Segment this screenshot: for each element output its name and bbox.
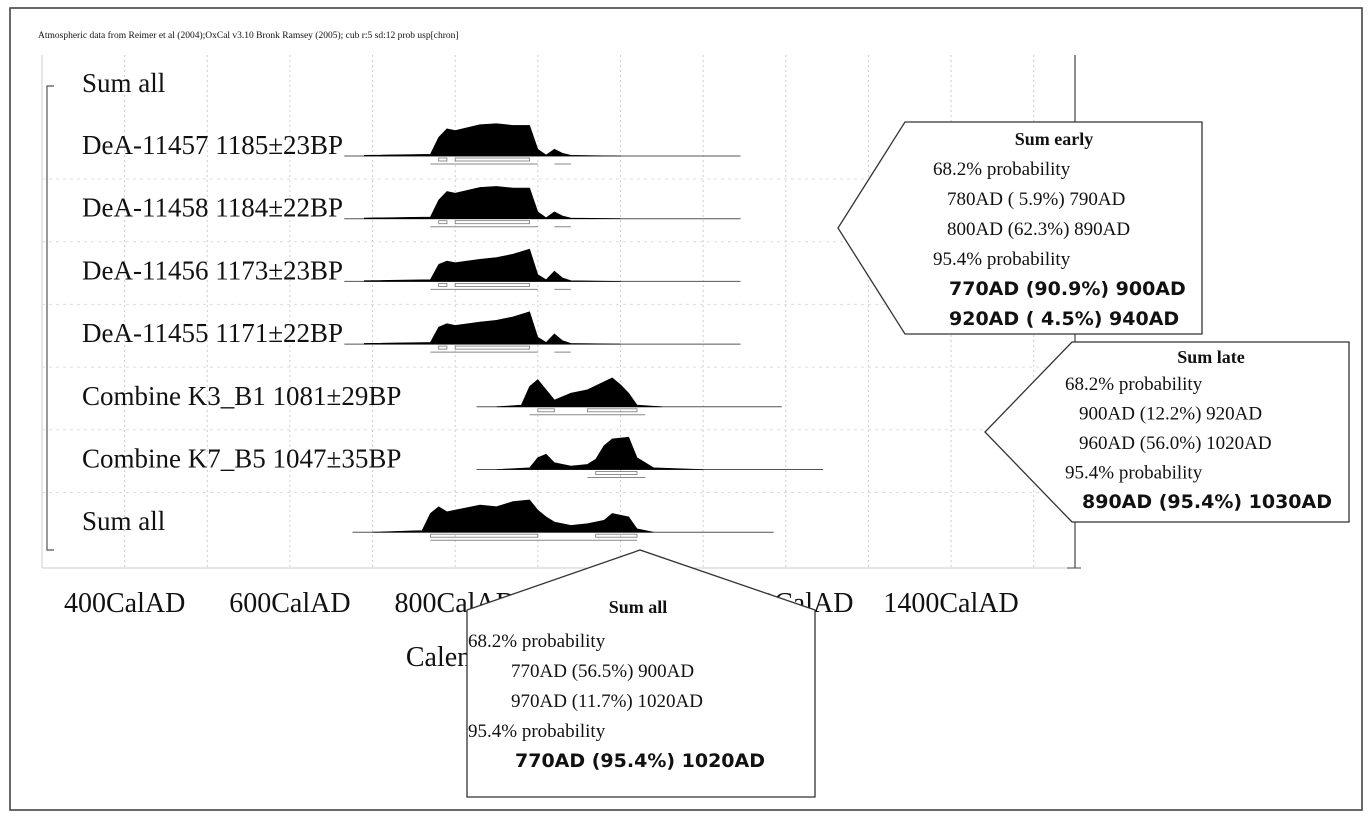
callout-box [984,341,1350,523]
callout-range-95: 770AD (90.9%) 900AD [949,278,1186,300]
series-area-dea-11458-1184-22bp [364,186,621,219]
range-68-bar [454,220,530,225]
series-area-combine-k3-b1-1081-29bp [496,377,662,408]
series-area-combine-k7-b5-1047-35bp [496,436,704,470]
group-label: Sum all [82,68,165,98]
callout-probability-label: 95.4% probability [933,249,1071,270]
callout-title: Sum late [1177,347,1245,367]
callout-sum-late: Sum late 68.2% probability 900AD (12.2%) 9… [984,341,1350,523]
callout-range-95: 770AD (95.4%) 1020AD [515,750,765,772]
callout-range-68: 780AD ( 5.9%) 790AD [947,189,1125,210]
callout-probability-label: 68.2% probability [933,159,1071,180]
callout-range-68: 900AD (12.2%) 920AD [1079,404,1262,425]
callout-range-68: 960AD (56.0%) 1020AD [1079,433,1272,454]
range-68-bar [537,408,555,413]
callout-title: Sum early [1015,129,1094,149]
callout-probability-label: 68.2% probability [1065,374,1203,395]
callout-probability-label: 68.2% probability [468,631,606,652]
range-68-bar [454,345,530,350]
callout-range-95: 890AD (95.4%) 1030AD [1082,491,1332,513]
callout-range-68: 800AD (62.3%) 890AD [947,219,1130,240]
callout-probability-label: 95.4% probability [468,721,606,742]
callout-range-68: 970AD (11.7%) 1020AD [511,691,703,712]
range-68-bar [438,220,448,225]
callout-box [466,549,816,798]
series-label-dea-11457-1185-23bp: DeA-11457 1185±23BP [82,130,343,160]
range-68-bar [438,282,448,287]
range-68-bar [438,157,448,162]
page-border [9,7,1363,811]
callout-range-68: 770AD (56.5%) 900AD [511,661,694,682]
range-68-bar [430,533,539,538]
group-bracket [46,85,54,551]
x-tick-label-400calad: 400CalAD [64,588,185,619]
callout-sum-early: Sum early 68.2% probability 780AD ( 5.9%) … [837,121,1203,335]
range-68-bar [438,345,448,350]
callout-box [837,121,1203,335]
series-label-dea-11455-1171-22bp: DeA-11455 1171±22BP [82,318,343,348]
series-label-combine-k3-b1-1081-29bp: Combine K3_B1 1081±29BP [82,381,401,411]
callout-title: Sum all [609,597,668,617]
range-68-bar [454,157,530,162]
series-label-dea-11458-1184-22bp: DeA-11458 1184±22BP [82,193,343,223]
callout-range-95: 920AD ( 4.5%) 940AD [949,308,1179,330]
series-area-dea-11456-1173-23bp [364,248,621,282]
series-area-dea-11457-1185-23bp [364,123,621,157]
range-68-bar [595,471,638,475]
series-label-combine-k7-b5-1047-35bp: Combine K7_B5 1047±35BP [82,444,401,474]
series-label-sum-all: Sum all [82,506,165,536]
series-area-dea-11455-1171-22bp [364,311,621,345]
callout-probability-label: 95.4% probability [1065,463,1203,484]
chart-header: Atmospheric data from Reimer et al (2004… [38,30,459,41]
series-label-dea-11456-1173-23bp: DeA-11456 1173±23BP [82,255,343,285]
x-tick-label-600calad: 600CalAD [229,588,350,619]
x-tick-label-1400calad: 1400CalAD [883,588,1018,619]
range-68-bar [595,533,638,538]
range-68-bar [454,282,530,287]
range-68-bar [587,408,638,413]
callouts: Sum early 68.2% probability 780AD ( 5.9%) … [466,121,1350,798]
series-area-sum-all [372,499,654,533]
